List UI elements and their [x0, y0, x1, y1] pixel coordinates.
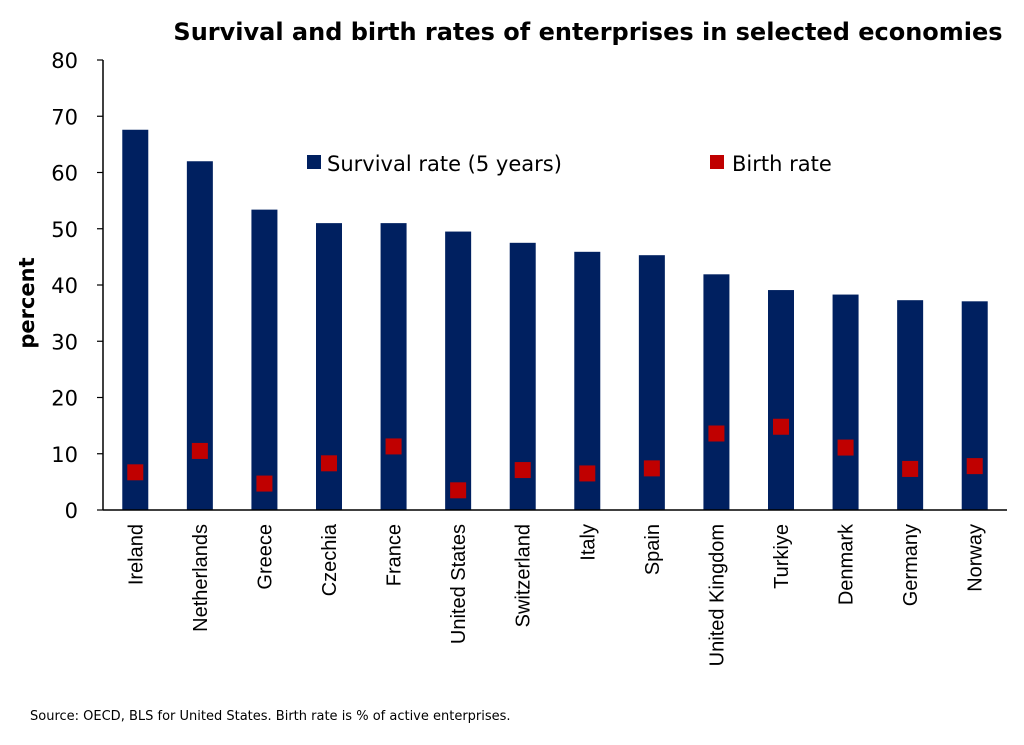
- legend-label-birth-rate: Birth rate: [732, 152, 832, 176]
- legend-label-survival-rate: Survival rate (5 years): [327, 152, 562, 176]
- chart-title: Survival and birth rates of enterprises …: [173, 18, 1002, 46]
- birth-marker-spain: [643, 460, 660, 477]
- bar-france: [380, 223, 407, 510]
- birth-marker-norway: [966, 458, 983, 475]
- y-tick-label: 40: [51, 274, 78, 298]
- birth-marker-denmark: [837, 439, 854, 456]
- category-label-ireland: Ireland: [125, 524, 147, 585]
- category-label-norway: Norway: [965, 524, 987, 592]
- birth-marker-turkiye: [773, 418, 789, 435]
- y-tick-label: 60: [51, 162, 78, 186]
- source-note: Source: OECD, BLS for United States. Bir…: [30, 709, 511, 724]
- birth-marker-france: [385, 438, 402, 455]
- category-label-france: France: [384, 524, 406, 586]
- category-label-germany: Germany: [900, 524, 922, 606]
- bar-germany: [897, 300, 924, 510]
- category-label-spain: Spain: [642, 524, 664, 575]
- y-tick-label: 30: [51, 330, 78, 354]
- category-label-italy: Italy: [577, 524, 599, 561]
- bar-turkiye: [768, 290, 794, 510]
- birth-marker-czechia: [321, 455, 337, 472]
- y-tick-label: 0: [65, 499, 78, 523]
- birth-marker-switzerland: [514, 462, 531, 479]
- y-tick-label: 70: [51, 105, 78, 129]
- category-label-united-kingdom: United Kingdom: [706, 524, 728, 666]
- y-tick-label: 80: [51, 49, 78, 73]
- birth-marker-netherlands: [191, 442, 208, 459]
- y-tick-label: 20: [51, 387, 78, 411]
- category-label-switzerland: Switzerland: [513, 524, 535, 627]
- bar-united-states: [445, 231, 472, 510]
- category-label-greece: Greece: [254, 524, 276, 590]
- birth-marker-germany: [902, 460, 919, 477]
- y-tick-label: 10: [51, 443, 78, 467]
- category-labels: Ireland Netherlands Greece Czechia France Uni…: [125, 523, 986, 666]
- birth-marker-greece: [256, 475, 273, 492]
- birth-marker-united-kingdom: [708, 425, 725, 442]
- bar-norway: [961, 301, 988, 510]
- bar-united-kingdom: [703, 274, 730, 510]
- legend-swatch-survival-rate: [307, 155, 321, 169]
- category-label-denmark: Denmark: [836, 523, 858, 605]
- survival-bars: [122, 129, 988, 510]
- y-axis-label: percent: [15, 257, 39, 348]
- bar-denmark: [832, 294, 859, 510]
- category-label-turkiye: Turkiye: [771, 524, 793, 589]
- category-label-czechia: Czechia: [319, 523, 341, 596]
- bar-ireland: [122, 129, 149, 510]
- birth-marker-united-states: [450, 482, 467, 499]
- legend-swatch-birth-rate: [710, 155, 724, 169]
- y-axis-ticks: 0 10 20 30 40 50 60 70 80: [51, 49, 103, 523]
- bar-greece: [251, 209, 278, 510]
- birth-marker-ireland: [127, 464, 144, 481]
- legend: Survival rate (5 years) Birth rate: [307, 152, 832, 176]
- y-tick-label: 50: [51, 218, 78, 242]
- birth-rate-markers: [127, 418, 983, 499]
- category-label-netherlands: Netherlands: [190, 524, 212, 632]
- category-label-united-states: United States: [448, 524, 470, 644]
- birth-marker-italy: [579, 465, 596, 482]
